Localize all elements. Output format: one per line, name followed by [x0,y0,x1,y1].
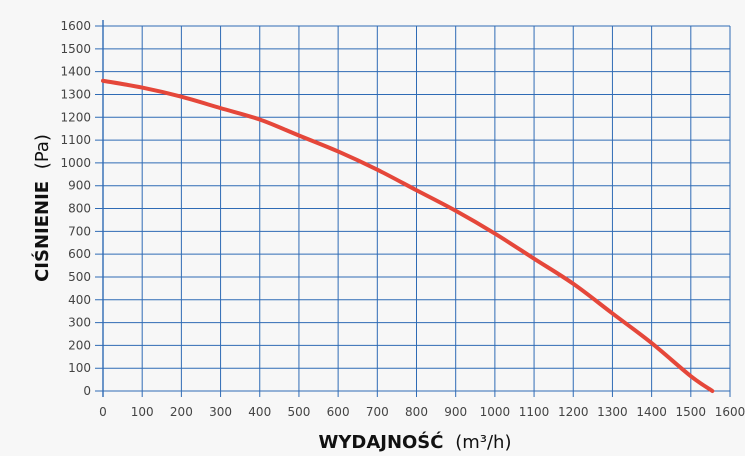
x-tick-label: 500 [287,405,310,419]
x-tick-label: 1600 [715,405,745,419]
y-tick-label: 1300 [60,87,91,101]
series-line [101,78,715,393]
grid [95,20,731,397]
y-tick-label: 500 [68,270,91,284]
y-tick-label: 0 [83,384,91,398]
y-tick-label: 100 [68,361,91,375]
y-tick-label: 600 [68,247,91,261]
x-tick-label: 900 [444,405,467,419]
x-tick-label: 0 [99,405,107,419]
x-axis-unit: (m³/h) [455,432,511,453]
x-tick-label: 200 [170,405,193,419]
y-axis-label: CIŚNIENIE [31,181,53,282]
x-tick-label: 1000 [480,405,511,419]
y-tick-label: 800 [68,202,91,216]
x-tick-label: 1300 [597,405,628,419]
x-tick-label: 100 [131,405,154,419]
y-tick-label: 300 [68,316,91,330]
y-tick-label: 1200 [60,110,91,124]
y-axis-title: CIŚNIENIE (Pa) [31,134,53,282]
y-tick-label: 700 [68,224,91,238]
y-tick-label: 1500 [60,42,91,56]
x-tick-label: 1100 [519,405,550,419]
x-tick-label: 1400 [636,405,667,419]
y-tick-label: 1100 [60,133,91,147]
y-tick-label: 200 [68,338,91,352]
y-tick-label: 1600 [60,19,91,33]
x-tick-label: 1500 [676,405,707,419]
x-tick-label: 700 [366,405,389,419]
y-tick-label: 1400 [60,65,91,79]
y-tick-labels: 0 100 200 300 400 500 600 700 800 900 1000 1100 1200… [60,19,91,398]
x-axis-title: WYDAJNOŚĆ (m³/h) [318,431,511,453]
x-tick-label: 600 [327,405,350,419]
x-tick-labels: 0 100 200 300 400 500 600 700 800 900 1000 1100 1200… [99,405,745,419]
y-tick-label: 400 [68,293,91,307]
x-tick-label: 1200 [558,405,589,419]
y-tick-label: 900 [68,179,91,193]
x-tick-label: 300 [209,405,232,419]
x-tick-label: 800 [405,405,428,419]
x-tick-label: 400 [248,405,271,419]
y-axis-unit: (Pa) [32,134,53,169]
y-tick-label: 1000 [60,156,91,170]
x-axis-label: WYDAJNOŚĆ [318,431,443,453]
